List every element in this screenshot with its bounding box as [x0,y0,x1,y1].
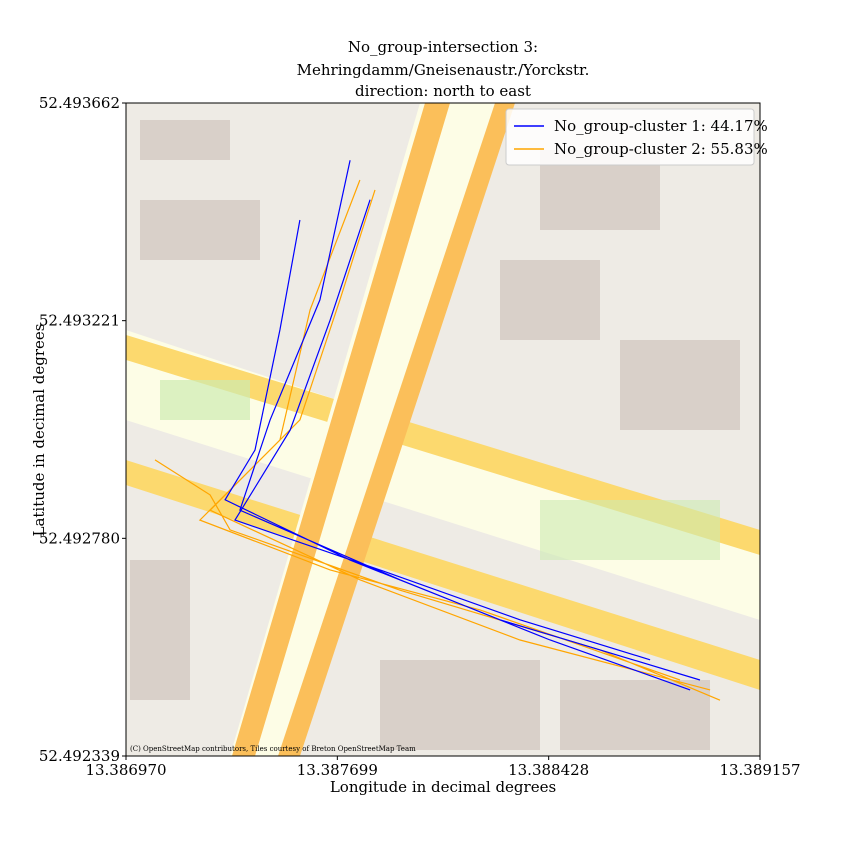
plot-frame [125,102,761,757]
chart-subtitle: Mehringdamm/Gneisenaustr./Yorckstr. [297,61,590,79]
trajectory [224,160,701,691]
chart-title: No_group-intersection 3: [348,38,538,56]
legend-label: No_group-cluster 2: 55.83% [554,140,768,158]
x-tick-label: 13.388428 [508,761,589,779]
map-background [126,103,760,756]
legend-label: No_group-cluster 1: 44.17% [554,117,768,135]
y-tick-label: 52.492780 [39,529,120,547]
y-tick-label: 52.493221 [39,312,120,330]
x-tick-label: 13.386970 [85,761,166,779]
y-axis-label: Latitude in decimal degrees [30,323,48,536]
y-tick-label: 52.493662 [39,94,120,112]
x-axis-label: Longitude in decimal degrees [330,778,556,796]
legend-box [505,108,755,166]
chart-subtitle: direction: north to east [355,82,531,100]
x-tick-label: 13.387699 [297,761,378,779]
trajectory [154,179,721,701]
attribution: (C) OpenStreetMap contributors, Tiles co… [130,745,416,753]
y-tick-label: 52.492339 [39,747,120,765]
x-tick-label: 13.389157 [719,761,800,779]
